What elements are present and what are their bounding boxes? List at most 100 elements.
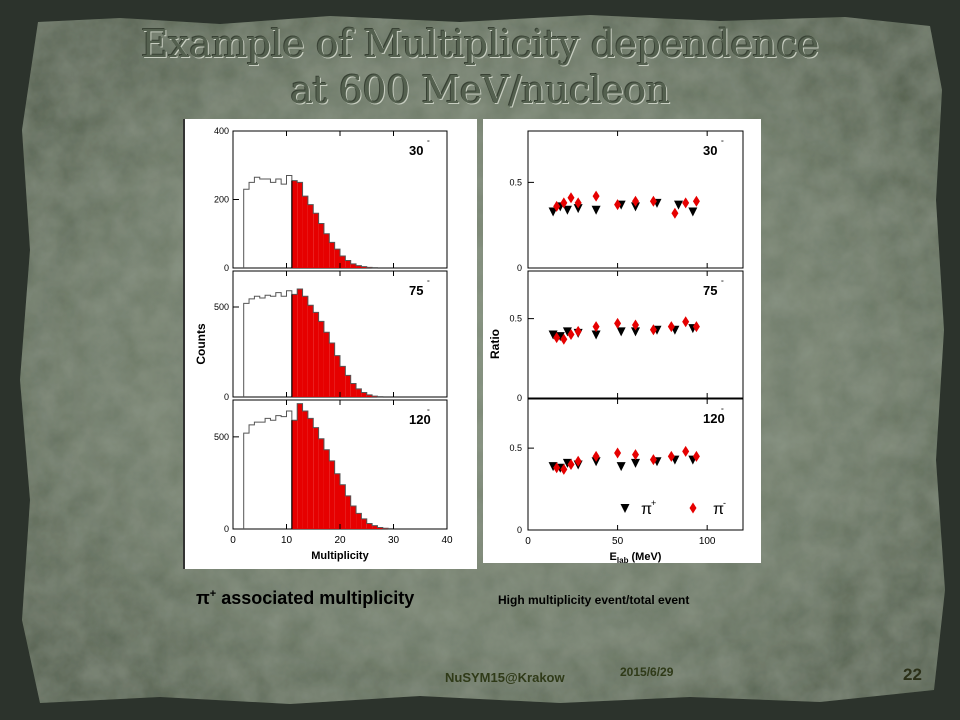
hist-bar [260,179,265,268]
hist-bar-highlight [318,223,324,268]
hist-outline [243,175,378,269]
slide-title-line-1: Example of Multiplicity dependence [141,22,819,66]
panel-angle-label: 30 [703,143,717,158]
hist-bar-highlight [329,460,335,529]
pi-minus-point [567,192,575,204]
degree-symbol: ° [427,139,430,147]
hist-bar-highlight [318,438,324,529]
hist-bar-highlight [323,332,330,397]
hist-bar-highlight [334,249,340,268]
y-tick-label: 0 [224,524,229,534]
pi-minus-point [671,207,679,219]
hist-bar [281,184,286,268]
hist-bar-highlight [356,513,362,529]
hist-bar [265,418,270,529]
pi-minus-point [574,325,582,337]
legend-pi-minus-sup: - [723,498,726,508]
panel-angle-label: 75 [703,283,717,298]
hist-bar [254,422,259,529]
degree-symbol: ° [721,279,724,287]
hist-bar-highlight [297,289,303,397]
hist-bar [244,189,249,268]
pi-minus-point [682,197,690,209]
ratio-scatter-panel: 0 0.5 30 ° 0 0.5 75 ° 0 0.5 120 ° π + π -0 50 100 Elab (Me… [483,119,761,563]
hist-bar-highlight [329,343,335,397]
x-axis-label: Elab (MeV) [610,551,662,563]
x-tick-label: 100 [699,536,716,547]
panel-angle-label: 120 [409,412,431,427]
hist-bar [287,176,292,268]
hist-bar-highlight [307,305,314,397]
hist-bar-highlight [302,196,308,268]
pi-minus-point [682,445,690,457]
pi-minus-point [632,195,639,207]
hist-bar-highlight [291,180,298,268]
pi-plus-point [616,462,626,472]
legend-pi-minus-label: π [713,501,724,518]
x-tick-label: 30 [388,535,400,546]
pi-plus-point [562,327,572,337]
hist-bar-highlight [340,256,346,268]
y-tick-label: 400 [214,126,229,136]
hist-bar [270,420,275,529]
degree-symbol: ° [721,139,724,147]
pi-minus-point [692,450,700,462]
pi-plus-point [562,205,572,215]
hist-bar-highlight [313,312,319,397]
y-tick-label: 0 [224,263,229,273]
y-axis-label: Counts [194,323,208,365]
pi-minus-point [592,321,600,333]
slide-title-line-2: at 600 MeV/nucleon [290,68,670,112]
pi-minus-point [614,317,622,329]
hist-bar-highlight [291,420,298,529]
pi-minus-point [667,450,675,462]
y-tick-label: 0.5 [509,177,522,187]
pi-plus-point [573,204,583,214]
x-tick-label: 40 [441,535,453,546]
hist-bar-highlight [366,394,373,397]
hist-bar-highlight [340,366,346,397]
y-tick-label: 200 [214,195,229,205]
legend-pi-minus-marker [689,502,697,514]
pi-minus-point [560,197,568,209]
hist-bar-highlight [366,523,373,529]
pi-minus-point [649,454,657,466]
pi-plus-point [616,327,626,337]
hist-bar [276,179,281,268]
hist-bar-highlight [307,204,314,268]
hist-bar-highlight [361,266,367,268]
hist-bar [276,293,281,397]
hist-bar [260,298,265,397]
y-tick-label: 500 [214,302,229,312]
caption-left: π+ associated multiplicity [196,588,414,609]
panel-angle-label: 75 [409,283,423,298]
pi-minus-point [614,447,622,459]
pi-minus-point [614,199,622,211]
pi-minus-point [649,195,657,207]
hist-bar-highlight [302,411,308,529]
hist-bar-highlight [297,403,303,529]
pi-minus-point [692,195,700,207]
pi-minus-point [567,459,575,470]
pi-plus-point [631,202,640,212]
y-tick-label: 0 [224,392,229,402]
hist-bar-highlight [356,265,362,268]
pi-minus-point [574,197,582,209]
panel-edge [183,119,185,569]
pi-minus-point [553,462,561,474]
hist-bar-highlight [361,518,367,529]
x-tick-label: 0 [525,536,531,547]
hist-bar [254,177,259,268]
scatter-frame [527,398,744,531]
panel-angle-label: 30 [409,143,423,158]
pi-plus-point [591,330,601,340]
pi-minus-point [553,200,561,212]
hist-bar [265,295,270,397]
hist-bar-highlight [323,449,330,529]
hist-outline [243,403,394,530]
x-tick-label: 20 [334,535,346,546]
pi-plus-point [674,200,683,210]
hist-bar [270,182,275,268]
